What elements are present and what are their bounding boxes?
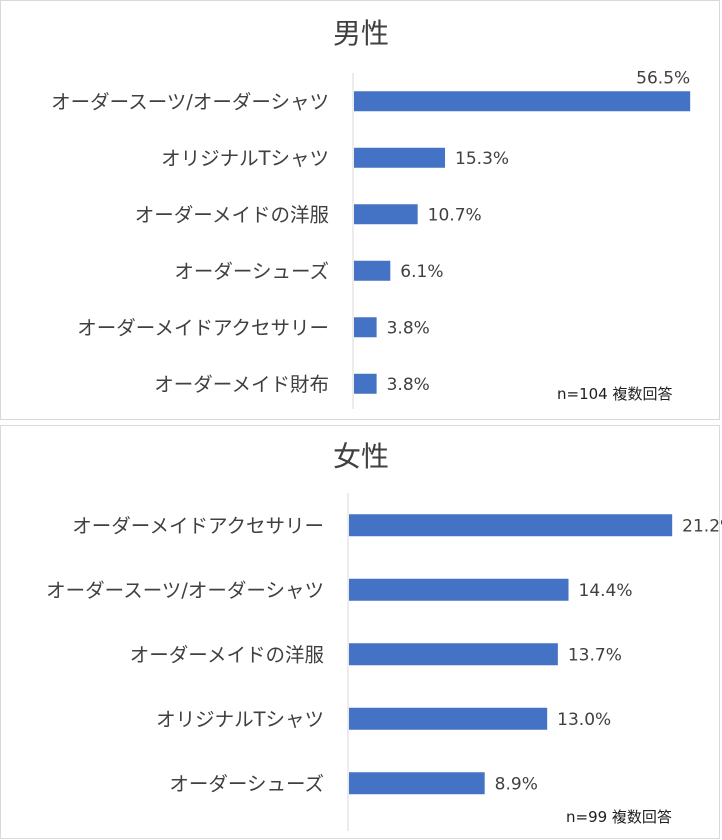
chart-title: 女性 bbox=[333, 440, 389, 473]
bar-2 bbox=[349, 578, 569, 601]
category-label-5: オーダーシューズ bbox=[169, 772, 324, 795]
value-label-4: 13.0% bbox=[557, 710, 611, 730]
chart-title: 男性 bbox=[333, 17, 389, 50]
male-chart-panel: 男性 n=104 複数回答 オーダースーツ/オーダーシャツ 56.5% オリジナルT… bbox=[0, 0, 720, 420]
category-label-3: オーダーメイドの洋服 bbox=[135, 203, 329, 226]
male-bar-chart: 男性 n=104 複数回答 オーダースーツ/オーダーシャツ 56.5% オリジナルT… bbox=[51, 17, 691, 409]
female-bar-chart: 女性 n=99 複数回答 オーダーメイドアクセサリー 21.2% オーダースーツ/オ… bbox=[46, 440, 722, 831]
category-label-6: オーダーメイド財布 bbox=[154, 373, 329, 396]
bar-3 bbox=[349, 643, 558, 666]
female-chart-panel: 女性 n=99 複数回答 オーダーメイドアクセサリー 21.2% オーダースーツ/オ… bbox=[0, 425, 722, 839]
value-label-5: 8.9% bbox=[495, 774, 538, 794]
value-label-2: 15.3% bbox=[455, 149, 509, 169]
bar-4 bbox=[354, 260, 391, 281]
category-label-2: オリジナルTシャツ bbox=[161, 147, 329, 170]
value-label-4: 6.1% bbox=[400, 262, 443, 282]
category-label-5: オーダーメイドアクセサリー bbox=[77, 316, 329, 339]
value-label-6: 3.8% bbox=[387, 375, 430, 395]
category-label-4: オリジナルTシャツ bbox=[156, 708, 324, 731]
value-label-3: 10.7% bbox=[428, 205, 482, 225]
bar-3 bbox=[354, 204, 418, 225]
bar-5 bbox=[354, 317, 377, 338]
sample-note: n=104 複数回答 bbox=[557, 385, 672, 403]
bar-2 bbox=[354, 147, 446, 168]
category-label-1: オーダーメイドアクセサリー bbox=[72, 514, 324, 537]
bar-4 bbox=[349, 707, 548, 730]
category-label-2: オーダースーツ/オーダーシャツ bbox=[46, 579, 324, 602]
bar-6 bbox=[354, 373, 377, 394]
category-label-4: オーダーシューズ bbox=[174, 260, 329, 283]
bar-1 bbox=[349, 514, 673, 537]
value-label-2: 14.4% bbox=[579, 581, 633, 601]
category-label-3: オーダーメイドの洋服 bbox=[130, 643, 324, 666]
value-label-3: 13.7% bbox=[568, 645, 622, 665]
value-label-1: 56.5% bbox=[636, 68, 690, 88]
value-label-1: 21.2% bbox=[682, 516, 722, 536]
sample-note: n=99 複数回答 bbox=[566, 808, 672, 826]
value-label-5: 3.8% bbox=[387, 318, 430, 338]
category-label-1: オーダースーツ/オーダーシャツ bbox=[51, 90, 329, 113]
bar-5 bbox=[349, 772, 485, 795]
bar-1 bbox=[354, 91, 691, 112]
